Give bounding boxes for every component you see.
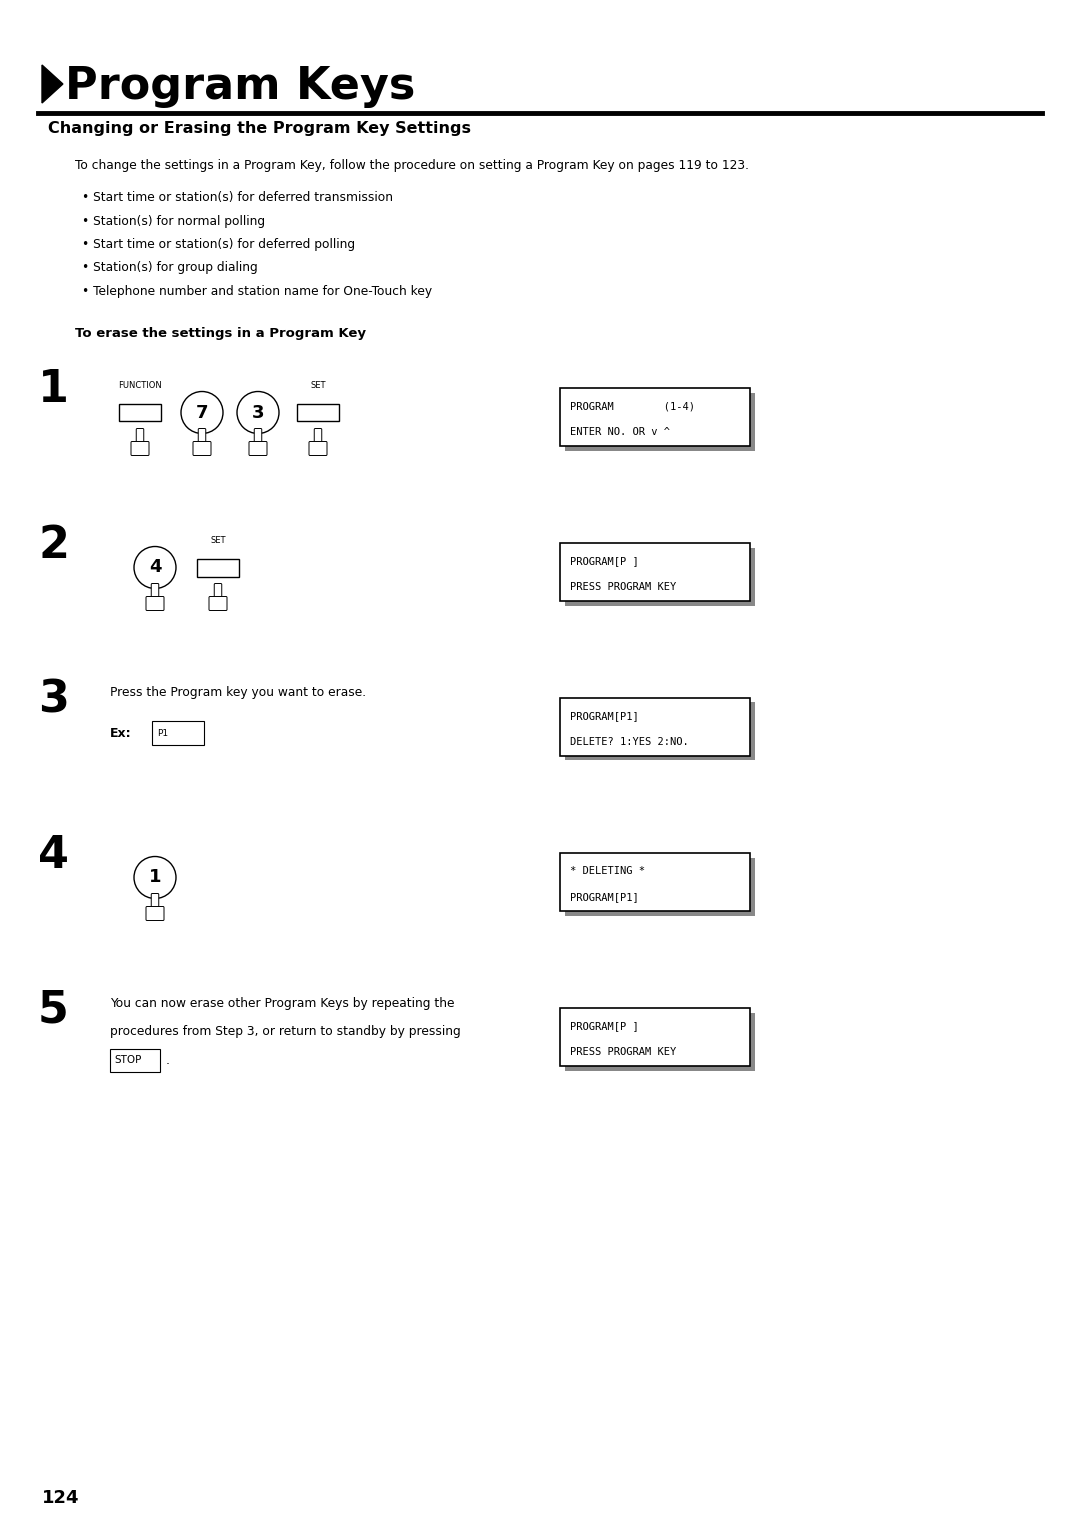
Text: P1: P1 xyxy=(157,729,168,738)
Circle shape xyxy=(181,391,222,434)
Text: 1: 1 xyxy=(149,868,161,886)
FancyBboxPatch shape xyxy=(151,584,159,599)
Text: 5: 5 xyxy=(38,989,69,1031)
Text: • Start time or station(s) for deferred polling: • Start time or station(s) for deferred … xyxy=(82,238,355,251)
Text: 3: 3 xyxy=(38,678,69,721)
Text: * DELETING *: * DELETING * xyxy=(570,866,645,877)
Text: procedures from Step 3, or return to standby by pressing: procedures from Step 3, or return to sta… xyxy=(110,1024,461,1038)
Text: 7: 7 xyxy=(195,403,208,422)
Text: • Station(s) for group dialing: • Station(s) for group dialing xyxy=(82,261,258,275)
FancyBboxPatch shape xyxy=(136,428,144,443)
Text: 3: 3 xyxy=(252,403,265,422)
Text: • Telephone number and station name for One-Touch key: • Telephone number and station name for … xyxy=(82,286,432,298)
Text: Press the Program key you want to erase.: Press the Program key you want to erase. xyxy=(110,686,366,700)
Text: STOP: STOP xyxy=(114,1054,141,1065)
Text: • Station(s) for normal polling: • Station(s) for normal polling xyxy=(82,214,265,228)
Text: You can now erase other Program Keys by repeating the: You can now erase other Program Keys by … xyxy=(110,996,455,1010)
Text: Ex:: Ex: xyxy=(110,727,132,740)
FancyBboxPatch shape xyxy=(199,428,206,443)
FancyBboxPatch shape xyxy=(193,442,211,455)
FancyBboxPatch shape xyxy=(197,559,239,576)
Bar xyxy=(561,1007,750,1065)
Bar xyxy=(561,697,750,755)
Text: PRESS PROGRAM KEY: PRESS PROGRAM KEY xyxy=(570,582,676,591)
Text: SET: SET xyxy=(310,382,326,391)
Text: To erase the settings in a Program Key: To erase the settings in a Program Key xyxy=(75,327,366,339)
Bar xyxy=(561,542,750,601)
Text: • Start time or station(s) for deferred transmission: • Start time or station(s) for deferred … xyxy=(82,191,393,205)
Text: 4: 4 xyxy=(38,833,69,877)
Text: PROGRAM[P ]: PROGRAM[P ] xyxy=(570,556,638,567)
FancyBboxPatch shape xyxy=(146,906,164,920)
Bar xyxy=(110,1048,160,1071)
Text: Changing or Erasing the Program Key Settings: Changing or Erasing the Program Key Sett… xyxy=(48,121,471,136)
Text: To change the settings in a Program Key, follow the procedure on setting a Progr: To change the settings in a Program Key,… xyxy=(75,159,750,173)
Bar xyxy=(565,703,755,761)
Bar xyxy=(565,547,755,605)
Text: .: . xyxy=(166,1053,170,1067)
Text: 124: 124 xyxy=(42,1488,80,1507)
FancyBboxPatch shape xyxy=(146,596,164,611)
Text: FUNCTION: FUNCTION xyxy=(118,382,162,391)
FancyBboxPatch shape xyxy=(151,894,159,909)
Text: DELETE? 1:YES 2:NO.: DELETE? 1:YES 2:NO. xyxy=(570,736,689,747)
FancyBboxPatch shape xyxy=(119,403,161,422)
Text: PROGRAM        (1-4): PROGRAM (1-4) xyxy=(570,402,696,411)
Polygon shape xyxy=(42,66,63,102)
FancyBboxPatch shape xyxy=(131,442,149,455)
FancyBboxPatch shape xyxy=(249,442,267,455)
Text: 4: 4 xyxy=(149,559,161,576)
Text: ENTER NO. OR v ^: ENTER NO. OR v ^ xyxy=(570,426,670,437)
Text: PRESS PROGRAM KEY: PRESS PROGRAM KEY xyxy=(570,1047,676,1057)
Text: PROGRAM[P1]: PROGRAM[P1] xyxy=(570,892,638,902)
FancyBboxPatch shape xyxy=(297,403,339,422)
FancyBboxPatch shape xyxy=(214,584,221,599)
Bar xyxy=(565,393,755,451)
Circle shape xyxy=(134,857,176,898)
Circle shape xyxy=(237,391,279,434)
Text: 1: 1 xyxy=(38,368,69,411)
Bar xyxy=(561,853,750,911)
FancyBboxPatch shape xyxy=(314,428,322,443)
FancyBboxPatch shape xyxy=(210,596,227,611)
Bar xyxy=(565,857,755,915)
Text: SET: SET xyxy=(211,536,226,545)
Text: PROGRAM[P1]: PROGRAM[P1] xyxy=(570,712,638,721)
Text: PROGRAM[P ]: PROGRAM[P ] xyxy=(570,1021,638,1031)
Text: Program Keys: Program Keys xyxy=(65,66,415,108)
FancyBboxPatch shape xyxy=(309,442,327,455)
FancyBboxPatch shape xyxy=(254,428,261,443)
Circle shape xyxy=(134,547,176,588)
Bar xyxy=(561,388,750,446)
Text: 2: 2 xyxy=(38,524,69,567)
Bar xyxy=(152,721,204,746)
Bar xyxy=(565,1013,755,1071)
